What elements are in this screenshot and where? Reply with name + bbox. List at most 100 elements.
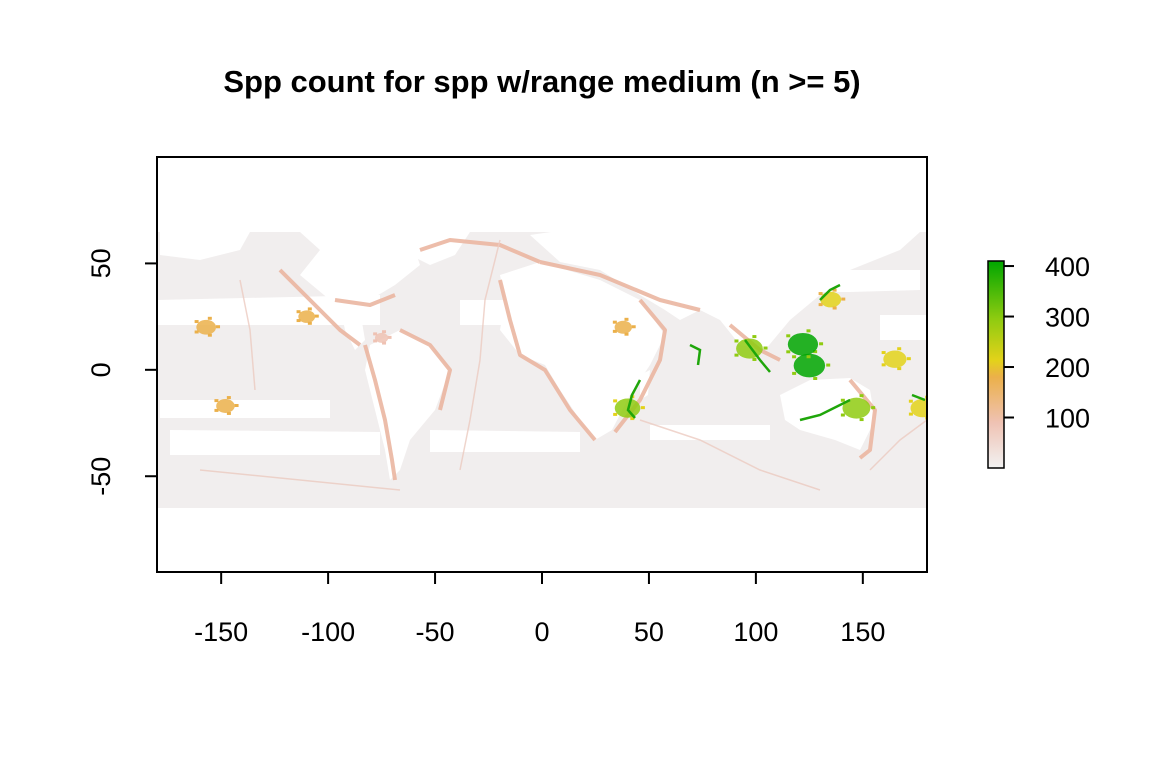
- hotspot-speckle: [631, 325, 636, 329]
- hotspot-speckle: [897, 347, 902, 351]
- hotspot-great-barrier-reef: [842, 397, 871, 419]
- hotspot-fiji-tonga: [910, 398, 927, 418]
- hotspot-speckle: [752, 357, 757, 361]
- hotspot-speckle: [207, 316, 212, 320]
- legend-tick-label: 300: [1045, 303, 1090, 333]
- y-tick-label: 50: [86, 248, 116, 278]
- legend-tick-label: 400: [1045, 252, 1090, 282]
- hotspot-speckle: [908, 412, 913, 416]
- hotspot-speckle: [234, 404, 239, 407]
- hotspot-speckle: [640, 406, 645, 410]
- hotspot-speckle: [194, 320, 199, 324]
- hotspot-speckle: [624, 317, 629, 321]
- hotspot-speckle: [630, 417, 635, 421]
- hotspot-speckle: [624, 332, 629, 336]
- hotspot-philippines: [787, 332, 819, 356]
- hotspot-speckle: [612, 320, 617, 324]
- hotspot-speckle: [859, 418, 864, 422]
- hotspot-speckle: [832, 306, 837, 310]
- hotspot-speckle: [813, 377, 818, 381]
- color-legend: 100 200 300 400: [987, 252, 1090, 469]
- hotspot-speckle: [792, 355, 797, 359]
- hotspot-red-sea: [614, 320, 632, 334]
- legend-ticks: 100 200 300 400: [1004, 252, 1090, 434]
- hotspot-speckle: [194, 330, 199, 334]
- x-tick-label: 100: [733, 617, 778, 647]
- hotspot-speckle: [897, 367, 902, 371]
- hotspot-speckle: [826, 363, 831, 367]
- hotspot-speckle: [752, 335, 757, 339]
- hotspot-speckle: [734, 353, 739, 357]
- hotspot-southern-japan: [820, 291, 842, 308]
- legend-tick-label: 200: [1045, 353, 1090, 383]
- hotspot-speckle: [818, 303, 823, 307]
- hotspot-speckle: [818, 292, 823, 296]
- hotspot-speckle: [612, 329, 617, 333]
- hotspot-speckle: [786, 350, 791, 354]
- hotspot-speckle: [763, 346, 768, 350]
- hotspot-speckle: [908, 399, 913, 403]
- hotspot-speckle: [382, 330, 387, 334]
- hotspot-speckle: [881, 351, 886, 355]
- hotspot-speckle: [734, 339, 739, 343]
- y-axis: 50 0 -50: [86, 248, 157, 496]
- hotspot-speckle: [813, 350, 818, 354]
- hotspot-speckle: [214, 408, 219, 412]
- ocean-ridges: [199, 239, 927, 491]
- hotspot-speckle: [859, 394, 864, 398]
- hotspot-speckle: [296, 310, 301, 314]
- hotspot-speckle: [307, 307, 312, 311]
- hotspot-speckle: [373, 332, 378, 336]
- x-tick-label: -150: [194, 617, 248, 647]
- hotspot-speckle: [840, 413, 845, 417]
- legend-colorbar: [987, 260, 1005, 469]
- hotspot-french-polynesia: [216, 399, 235, 413]
- hotspot-andaman-sea: [736, 338, 763, 359]
- hotspot-speckle: [387, 335, 392, 339]
- x-tick-label: 0: [534, 617, 549, 647]
- x-axis: -150 -100 -50 0 50 100 150: [194, 572, 885, 647]
- hotspot-speckle: [841, 297, 846, 301]
- hotspot-speckle: [840, 398, 845, 402]
- hotspot-layer: [194, 288, 939, 422]
- hotspot-caribbean: [374, 332, 389, 343]
- hotspot-speckle: [382, 341, 387, 345]
- hotspot-speckle: [207, 333, 212, 337]
- hotspot-speckle: [792, 371, 797, 375]
- hotspot-speckle: [786, 334, 791, 338]
- hotspot-speckle: [296, 319, 301, 323]
- hotspot-speckle: [819, 342, 824, 346]
- hotspot-speckle: [314, 314, 319, 318]
- y-tick-label: 0: [86, 362, 116, 377]
- x-tick-label: 50: [634, 617, 664, 647]
- hotspot-coral-triangle: [793, 353, 826, 378]
- hotspot-speckle: [226, 411, 231, 415]
- hotspot-speckle: [906, 357, 911, 361]
- hotspot-speckle: [613, 399, 618, 403]
- reef-coastlines: [626, 283, 926, 422]
- hotspot-speckle: [307, 321, 312, 325]
- legend-tick-label: 100: [1045, 404, 1090, 434]
- hotspot-speckle: [806, 355, 811, 359]
- hotspot-speckle: [226, 396, 231, 400]
- hotspot-speckle: [806, 329, 811, 333]
- hotspot-speckle: [832, 288, 837, 292]
- hotspot-speckle: [881, 363, 886, 367]
- hotspot-speckle: [373, 339, 378, 343]
- hotspot-western-pacific-islands: [883, 350, 907, 368]
- x-tick-label: 150: [840, 617, 885, 647]
- x-tick-label: -50: [416, 617, 455, 647]
- y-tick-label: -50: [86, 457, 116, 496]
- chart-title: Spp count for spp w/range medium (n >= 5…: [223, 64, 860, 99]
- hotspot-speckle: [216, 325, 221, 329]
- x-tick-label: -100: [301, 617, 355, 647]
- hotspot-hawaii: [196, 319, 217, 335]
- hotspot-speckle: [214, 399, 219, 403]
- hotspot-gulf-of-california: [298, 310, 316, 323]
- map-panel: [157, 157, 939, 572]
- hotspot-speckle: [871, 406, 876, 410]
- land-masses: [157, 157, 927, 572]
- hotspot-speckle: [613, 412, 618, 416]
- hotspot-speckle: [935, 406, 939, 409]
